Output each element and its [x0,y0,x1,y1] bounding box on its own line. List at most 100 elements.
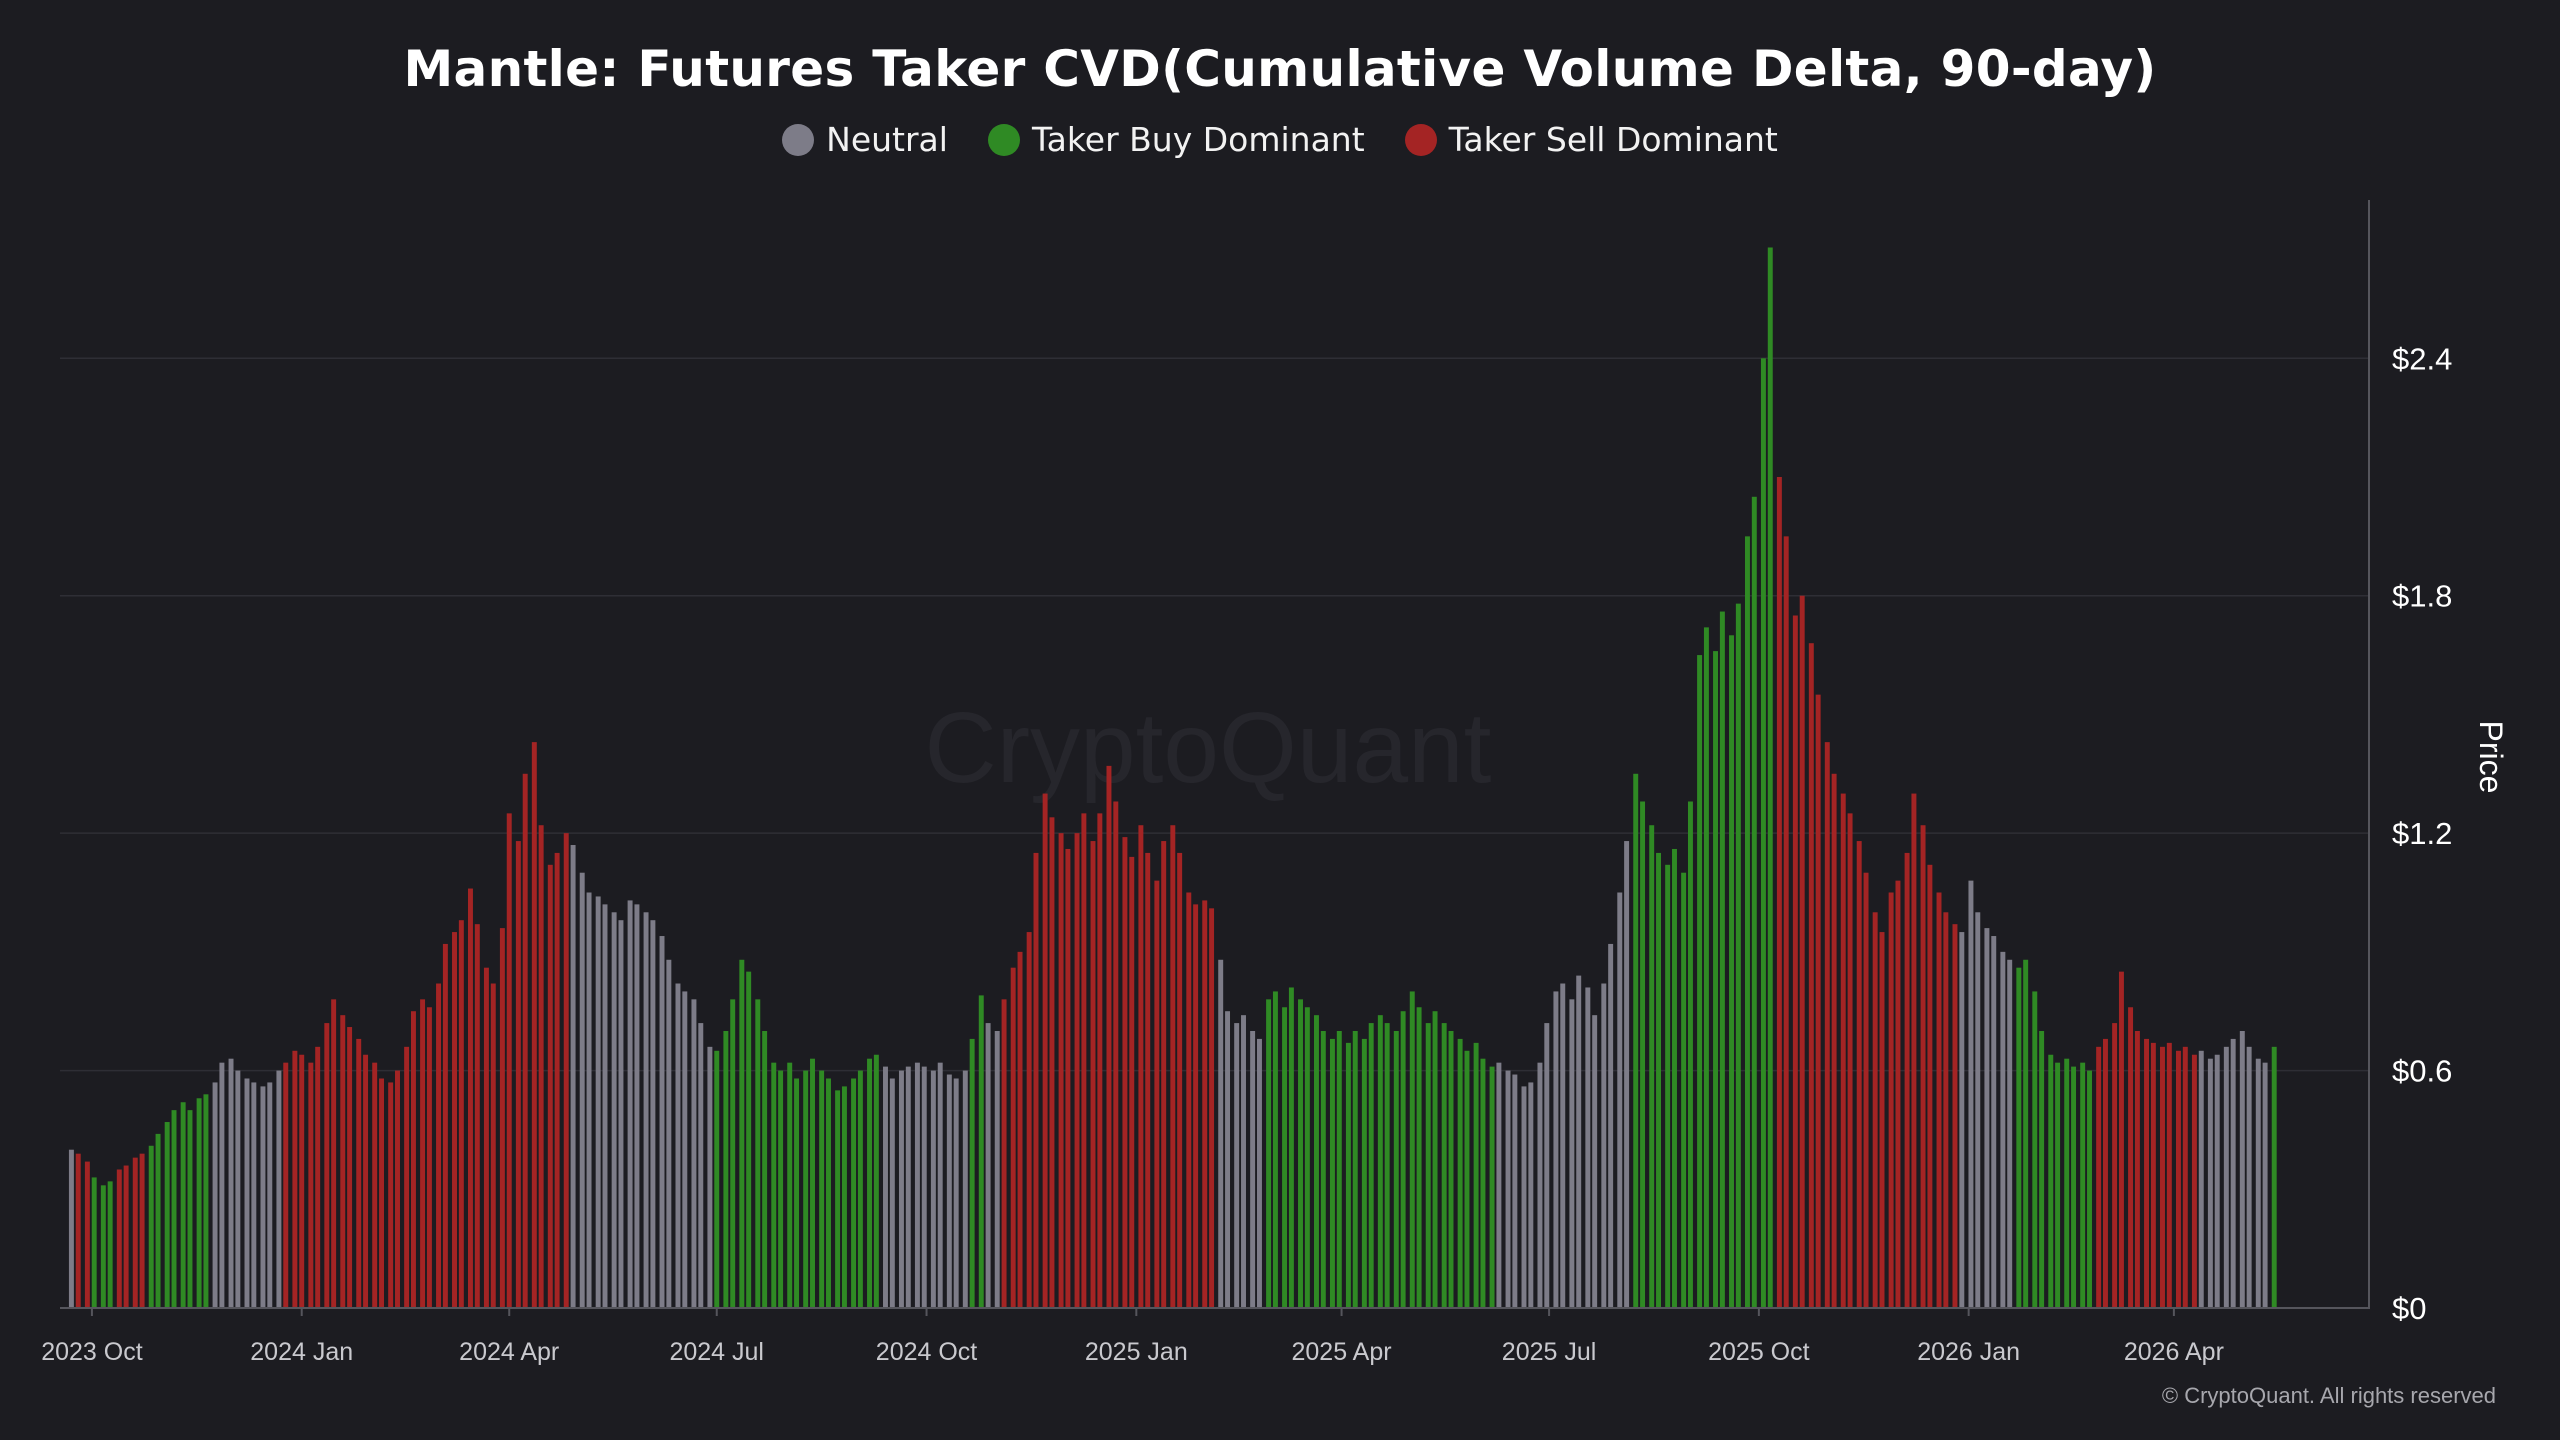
bar-2025-09-26[interactable] [1744,536,1750,1308]
bar-2025-10-13[interactable] [1783,536,1789,1308]
bar-2025-03-03[interactable] [1272,991,1278,1308]
bar-2024-07-26[interactable] [771,1062,777,1308]
bar-2024-11-08[interactable] [1010,967,1016,1308]
bar-2024-04-12[interactable] [531,742,537,1308]
bar-2025-07-21[interactable] [1592,1015,1598,1308]
bar-2024-08-23[interactable] [835,1090,841,1308]
bar-2026-01-05[interactable] [1975,912,1981,1308]
bar-2025-11-17[interactable] [1863,872,1869,1308]
bar-2025-10-03[interactable] [1760,358,1766,1308]
bar-2023-12-15[interactable] [260,1086,266,1308]
bar-2024-11-29[interactable] [1058,833,1064,1308]
bar-2026-02-16[interactable] [2071,1066,2077,1308]
bar-2026-03-16[interactable] [2134,1031,2140,1308]
bar-2025-05-19[interactable] [1448,1031,1454,1308]
bar-2026-03-27[interactable] [2160,1046,2165,1308]
bar-2025-01-10[interactable] [1154,880,1160,1308]
bar-2024-08-02[interactable] [787,1062,793,1308]
bar-2024-10-11[interactable] [946,1074,952,1308]
bar-2026-05-01[interactable] [2239,1031,2245,1308]
bar-2025-03-28[interactable] [1329,1038,1335,1308]
bar-2025-05-05[interactable] [1416,1007,1422,1308]
bar-2024-10-25[interactable] [978,995,984,1308]
bar-2024-10-21[interactable] [969,1038,975,1308]
bar-2024-02-23[interactable] [420,999,426,1308]
bar-2024-06-14[interactable] [675,983,681,1308]
bar-2023-12-08[interactable] [244,1078,250,1308]
bar-2023-10-23[interactable] [139,1153,145,1308]
bar-2024-08-05[interactable] [794,1078,800,1308]
bar-2024-08-16[interactable] [819,1070,825,1308]
bar-2024-06-21[interactable] [691,999,697,1308]
bar-2023-09-22[interactable] [68,1149,74,1308]
bar-2025-08-22[interactable] [1665,864,1671,1308]
bar-2024-12-06[interactable] [1074,833,1080,1308]
bar-2025-03-17[interactable] [1304,1007,1310,1308]
bar-2024-02-09[interactable] [388,1082,394,1308]
bar-2025-10-24[interactable] [1808,643,1814,1308]
bar-2025-05-30[interactable] [1473,1042,1479,1308]
bar-2024-01-05[interactable] [308,1062,314,1308]
bar-2024-07-08[interactable] [730,999,736,1308]
bar-2024-07-19[interactable] [755,999,761,1308]
bar-2026-01-12[interactable] [1991,936,1997,1308]
bar-2024-04-29[interactable] [570,845,576,1308]
bar-2026-02-27[interactable] [2096,1046,2102,1308]
bar-2025-09-01[interactable] [1687,801,1693,1308]
bar-2023-11-17[interactable] [196,1098,202,1308]
bar-2025-04-14[interactable] [1368,1023,1374,1308]
bar-2024-06-10[interactable] [666,959,672,1308]
bar-2024-08-12[interactable] [810,1058,815,1308]
bar-2024-03-01[interactable] [436,983,442,1308]
bar-2025-02-14[interactable] [1234,1023,1240,1308]
bar-2024-09-27[interactable] [914,1062,920,1308]
bar-2025-03-24[interactable] [1320,1031,1326,1308]
legend-item-taker-sell[interactable]: Taker Sell Dominant [1404,120,1778,159]
bar-2024-08-30[interactable] [851,1078,857,1308]
bar-2024-04-15[interactable] [538,825,544,1308]
bar-2025-03-31[interactable] [1336,1031,1342,1308]
bar-2024-03-25[interactable] [490,983,496,1308]
bar-2025-04-11[interactable] [1361,1038,1367,1308]
bar-2025-01-20[interactable] [1177,852,1183,1308]
bar-2025-12-26[interactable] [1952,924,1958,1308]
bar-2024-10-28[interactable] [985,1023,991,1308]
bar-2023-12-04[interactable] [235,1070,241,1308]
bar-2024-12-20[interactable] [1106,765,1112,1308]
bar-2025-03-07[interactable] [1282,1007,1288,1308]
bar-2025-02-07[interactable] [1218,959,1224,1308]
bar-2025-06-30[interactable] [1544,1023,1550,1308]
bar-2024-04-08[interactable] [522,773,528,1308]
bar-2024-07-15[interactable] [746,971,752,1308]
bar-2024-01-26[interactable] [356,1038,362,1308]
bar-2025-06-13[interactable] [1505,1070,1511,1308]
bar-2024-03-08[interactable] [452,932,457,1308]
bar-2026-03-09[interactable] [2118,971,2124,1308]
bar-2025-12-29[interactable] [1959,932,1965,1308]
bar-2024-05-24[interactable] [627,900,633,1308]
bar-2025-01-13[interactable] [1161,841,1167,1308]
bar-2025-02-17[interactable] [1241,1015,1246,1308]
bar-2025-01-27[interactable] [1193,904,1199,1308]
bar-2023-11-10[interactable] [180,1102,186,1308]
bar-2024-09-09[interactable] [873,1054,879,1308]
bar-2026-04-10[interactable] [2191,1054,2197,1308]
bar-2026-05-15[interactable] [2271,1046,2277,1308]
bar-2025-11-24[interactable] [1879,932,1885,1308]
bar-2025-05-02[interactable] [1409,991,1415,1308]
bar-2025-07-18[interactable] [1585,987,1591,1308]
bar-2025-07-07[interactable] [1560,983,1566,1308]
bar-2024-12-09[interactable] [1081,813,1087,1308]
bar-2024-08-09[interactable] [803,1070,809,1308]
bar-2026-05-08[interactable] [2255,1058,2261,1308]
bar-2025-06-09[interactable] [1496,1062,1502,1308]
bar-2025-02-03[interactable] [1209,908,1215,1308]
bar-2023-11-03[interactable] [164,1122,170,1308]
bar-2025-08-11[interactable] [1640,801,1646,1308]
bar-2023-11-27[interactable] [219,1062,225,1308]
bar-2024-07-22[interactable] [762,1031,768,1308]
bar-2025-06-27[interactable] [1537,1062,1543,1308]
bar-2025-10-27[interactable] [1815,694,1821,1308]
bar-2025-01-31[interactable] [1202,900,1208,1308]
bar-2025-11-07[interactable] [1840,793,1846,1308]
